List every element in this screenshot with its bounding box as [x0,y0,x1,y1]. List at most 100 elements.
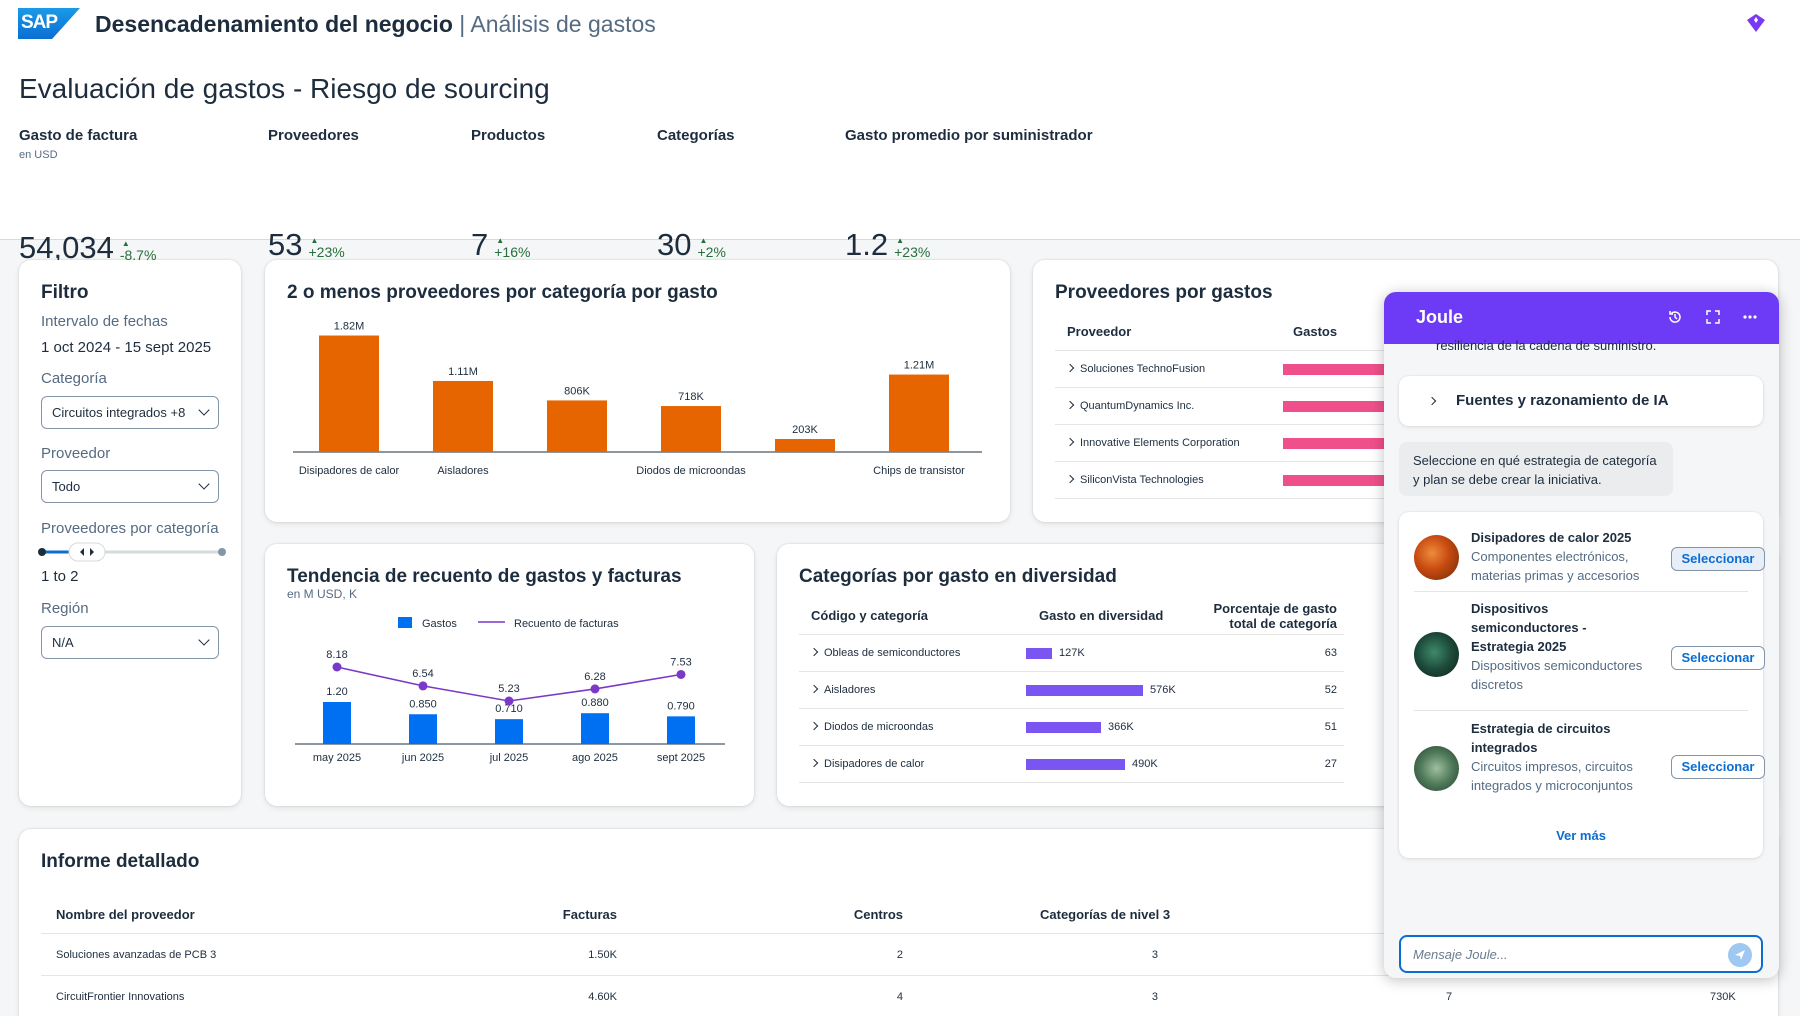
supplier-row[interactable]: Soluciones TechnoFusion [1055,351,1403,388]
trend-up-icon: ▲ [310,236,319,245]
invoice-count-point[interactable] [418,681,428,691]
column-header-centers[interactable]: Centros [853,907,903,922]
range-slider[interactable] [37,542,227,562]
bar[interactable] [319,335,379,452]
select-button-1[interactable]: Seleccionar [1671,547,1765,571]
bar[interactable] [547,400,607,452]
invoice-count-point[interactable] [504,696,514,706]
spend-bar[interactable] [409,714,437,744]
column-header-diversity-spend[interactable]: Gasto en diversidad [1039,608,1164,623]
table-row[interactable]: CircuitFrontier Innovations 4.60K 4 3 7 730K [41,976,1761,1016]
category-pct-value: 27 [1324,758,1337,770]
bar[interactable] [433,380,493,452]
kpi-label: Productos [471,127,546,144]
diversity-spend-value: 366K [1108,721,1134,733]
chart-title: 2 o menos proveedores por categoría por … [287,282,718,303]
x-tick-label: jul 2025 [489,752,529,764]
kpi-sub: en USD [19,149,58,161]
invoice-count-point[interactable] [590,684,600,694]
category-pct-value: 52 [1324,684,1337,696]
chevron-down-icon [198,404,210,416]
diversity-row[interactable]: Diodos de microondas 366K 51 [799,709,1344,746]
column-header-spend[interactable]: Gastos [1293,324,1338,339]
supplier-select[interactable]: Todo [41,470,219,503]
bar-data-label: 203K [792,424,818,436]
invoice-count-point[interactable] [332,662,342,672]
category-cell: Aisladores [809,684,875,696]
diversity-row[interactable]: Obleas de semiconductores 127K 63 [799,635,1344,672]
category-select[interactable]: Circuitos integrados +8 [41,396,219,429]
spend-bar[interactable] [581,713,609,744]
level3-categories-cell: 3 [1151,991,1158,1003]
page-header: Evaluación de gastos - Riesgo de sourcin… [0,50,1800,265]
date-range-value[interactable]: 1 oct 2024 - 15 sept 2025 [41,339,212,356]
table-row[interactable]: Soluciones avanzadas de PCB 3 1.50K 2 3 [41,934,1761,976]
supplier-name-cell: Soluciones avanzadas de PCB 3 [56,949,217,961]
column-header-level3-categories[interactable]: Categorías de nivel 3 [1040,907,1171,922]
bar[interactable] [889,374,949,452]
region-select[interactable]: N/A [41,626,219,659]
bar[interactable] [661,406,721,452]
supplier-row[interactable]: Innovative Elements Corporation [1055,425,1403,462]
diversity-spend-value: 490K [1132,758,1158,770]
kpi-label: Gasto de factura [19,127,138,144]
invoices-cell: 4.60K [588,991,617,1003]
supplier-row[interactable]: QuantumDynamics Inc. [1055,388,1403,425]
x-tick-label: jun 2025 [401,752,444,764]
expand-icon[interactable] [1705,309,1721,325]
bar-chart[interactable]: 1.82M Disipadores de calor 1.11M Aisladores… [265,310,1010,510]
select-button-3[interactable]: Seleccionar [1671,755,1765,779]
more-options-icon[interactable] [1742,309,1758,325]
region-select-value: N/A [52,635,74,650]
column-header-supplier[interactable]: Proveedor [1067,324,1132,339]
bar[interactable] [775,439,835,452]
column-header-invoices[interactable]: Facturas [562,907,617,922]
joule-message-input[interactable]: Mensaje Joule... [1399,935,1763,973]
x-tick-label: Chips de transistor [873,465,965,477]
diversity-spend-bar [1026,759,1125,770]
trend-chart[interactable]: Gastos Recuento de facturas 1.20 may 2025 0.… [265,604,754,804]
diversity-row[interactable]: Aisladores 576K 52 [799,672,1344,709]
legend-bar-label: Gastos [422,618,457,630]
region-label: Región [41,600,89,617]
category-name: Obleas de semiconductores [824,647,961,659]
invoice-count-label: 6.28 [584,671,605,683]
trend-up-icon: ▲ [896,236,905,245]
option-divider [1414,591,1748,592]
row-divider [41,975,1761,976]
select-button-2[interactable]: Seleccionar [1671,646,1765,670]
supplier-name: Soluciones TechnoFusion [1080,363,1206,375]
slider-handle-max[interactable] [68,542,106,562]
low-supplier-category-chart-card: 2 o menos proveedores por categoría por … [265,260,1010,522]
invoice-count-point[interactable] [676,669,686,679]
joule-header: Joule [1384,292,1779,344]
kpi-value-number: 7 [471,227,489,262]
column-header-supplier-name[interactable]: Nombre del proveedor [56,907,195,922]
see-more-link[interactable]: Ver más [1556,828,1606,843]
joule-diamond-icon[interactable] [1745,12,1767,34]
kpi-value: 7 ▲ +16% [471,227,530,263]
chart-title: Tendencia de recuento de gastos y factur… [287,566,682,587]
slider-handle-min[interactable] [38,548,46,556]
sap-logo[interactable]: SAP [18,8,80,39]
ai-sources-expander[interactable]: Fuentes y razonamiento de IA [1399,376,1763,426]
supplier-row[interactable]: SiliconVista Technologies [1055,462,1403,499]
extra-cell: 730K [1710,991,1736,1003]
column-header-pct[interactable]: Porcentaje de gasto total de categoría [1172,601,1337,631]
column-header-pct-line2: total de categoría [1229,616,1337,631]
spend-bar[interactable] [495,719,523,744]
column-header-code-category[interactable]: Código y categoría [811,608,929,623]
category-cell: Disipadores de calor [809,758,924,770]
spend-bar[interactable] [667,716,695,744]
chevron-right-icon [809,758,819,768]
kpi-value: 1.2 ▲ +23% [845,227,930,263]
spend-bar[interactable] [323,702,351,744]
x-tick-label: Diodos de microondas [636,465,746,477]
send-icon[interactable] [1728,943,1752,967]
history-icon[interactable] [1667,309,1683,325]
joule-title: Joule [1416,307,1464,327]
x-tick-label: Disipadores de calor [299,465,400,477]
integrated-circuit-thumbnail [1414,746,1459,791]
diversity-row[interactable]: Disipadores de calor 490K 27 [799,746,1344,783]
chevron-right-icon [1065,363,1075,373]
